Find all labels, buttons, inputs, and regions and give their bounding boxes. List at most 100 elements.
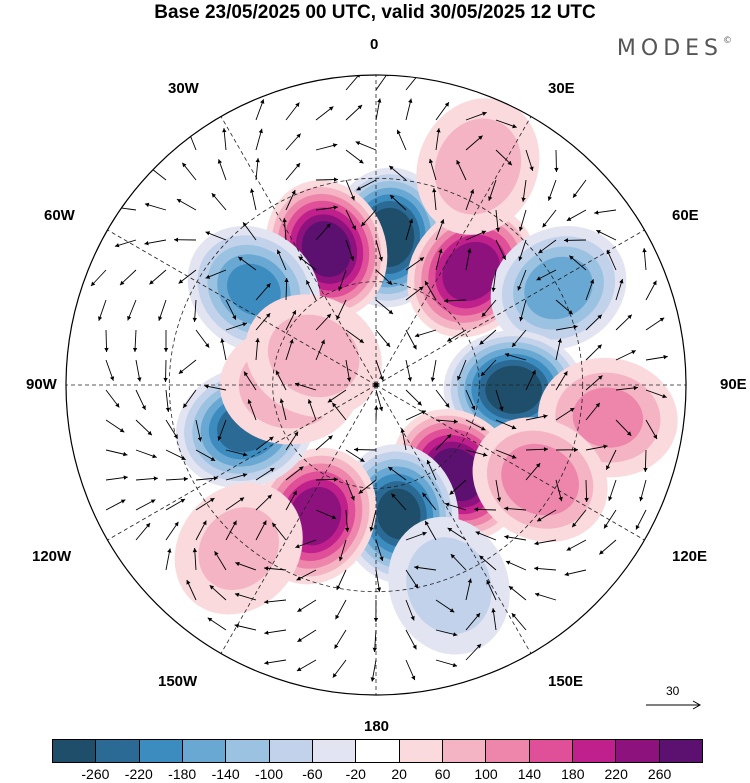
wind-vector <box>375 329 391 348</box>
wind-vector <box>481 299 497 318</box>
colorbar-tick-label: -220 <box>124 766 153 782</box>
wind-vector <box>315 223 331 241</box>
wind-vector <box>217 419 227 441</box>
wind-vector <box>426 459 437 481</box>
wind-vector <box>585 279 595 301</box>
anomaly-contour <box>442 241 501 302</box>
wind-vector <box>555 447 579 452</box>
wind-vector <box>374 405 379 421</box>
wind-vector <box>255 158 260 181</box>
wind-vector <box>389 194 407 211</box>
wind-vector <box>135 449 157 459</box>
wind-vector <box>511 612 527 631</box>
wind-vector <box>450 553 467 571</box>
wind-vector <box>422 492 437 511</box>
colorbar-tick-label: 140 <box>517 766 542 782</box>
lon-label-60w: 60W <box>44 207 75 224</box>
wind-vector <box>250 188 257 211</box>
wind-vector <box>225 473 248 481</box>
wind-vector <box>495 449 517 459</box>
wind-vector <box>307 399 317 421</box>
wind-vector <box>615 419 632 437</box>
wind-vector <box>435 219 445 241</box>
wind-vector <box>255 494 273 511</box>
anomaly-contour <box>572 387 644 448</box>
wind-vector <box>285 310 297 331</box>
wind-vector <box>615 314 633 331</box>
wind-vector <box>105 389 120 408</box>
wind-vector <box>405 286 424 301</box>
wind-vector <box>564 569 587 577</box>
lon-label-0: 0 <box>370 36 379 53</box>
wind-vector <box>375 569 382 592</box>
wind-vector <box>555 338 562 361</box>
wind-vector <box>295 539 317 549</box>
anomaly-fill-layer <box>174 98 678 655</box>
wind-vector <box>165 521 179 541</box>
wind-vector <box>285 162 301 181</box>
wind-vector <box>465 449 488 457</box>
wind-vector <box>315 106 334 121</box>
wind-vector <box>443 298 467 303</box>
wind-vector <box>356 179 377 191</box>
pole-marker <box>373 382 379 388</box>
wind-vector <box>465 189 475 211</box>
wind-vector <box>479 555 497 571</box>
wind-vector <box>486 579 497 601</box>
wind-vector <box>435 101 450 121</box>
colorbar-tick-label: 180 <box>561 766 585 782</box>
wind-vector <box>555 324 578 331</box>
wind-vector <box>584 479 589 503</box>
wind-vector <box>536 509 557 522</box>
wind-vector <box>554 149 559 173</box>
wind-vector <box>186 579 197 601</box>
wind-vector <box>192 547 198 571</box>
wind-vector <box>271 522 287 541</box>
wind-vector <box>255 283 271 301</box>
wind-vector <box>165 498 186 511</box>
wind-vector <box>264 599 287 604</box>
wind-vector <box>255 99 265 121</box>
wind-vector <box>345 104 363 121</box>
wind-vector <box>207 617 227 631</box>
wind-vector <box>334 629 347 649</box>
wind-vector <box>165 548 172 571</box>
wind-vector <box>504 534 527 541</box>
wind-vector <box>220 338 227 361</box>
wind-vector <box>135 499 156 511</box>
wind-vector <box>285 338 294 361</box>
anomaly-contour <box>434 118 522 215</box>
wind-vector <box>645 389 667 399</box>
wind-vector <box>98 299 107 321</box>
colorbar-tick-label: -140 <box>211 766 240 782</box>
wind-vector <box>424 280 437 301</box>
wind-vector <box>555 370 568 391</box>
wind-vector <box>360 209 377 227</box>
wind-vector <box>375 539 384 562</box>
wind-vector <box>444 502 467 511</box>
wind-vector <box>144 202 167 211</box>
wind-vector <box>518 209 527 232</box>
wind-vector <box>315 313 332 331</box>
wind-vector <box>585 444 608 451</box>
colorbar-tick-label: 260 <box>647 766 672 782</box>
wind-vector <box>465 135 483 151</box>
colorbar-segment <box>139 740 183 762</box>
wind-vector <box>173 237 197 242</box>
meridian-line <box>375 384 645 541</box>
wind-vector <box>449 479 467 495</box>
wind-vector <box>511 329 527 348</box>
wind-vector <box>135 476 158 481</box>
wind-vector <box>105 359 115 381</box>
meridian-line <box>220 384 377 654</box>
wind-vector <box>282 218 287 241</box>
wind-vector <box>465 389 476 411</box>
wind-vector <box>135 389 146 411</box>
colorbar-segment <box>486 740 530 762</box>
wind-vector <box>396 129 407 151</box>
wind-vector <box>605 449 617 470</box>
colorbar-segment <box>442 740 487 762</box>
wind-vector <box>285 102 300 121</box>
wind-vector <box>405 659 416 681</box>
wind-vector <box>405 599 415 621</box>
